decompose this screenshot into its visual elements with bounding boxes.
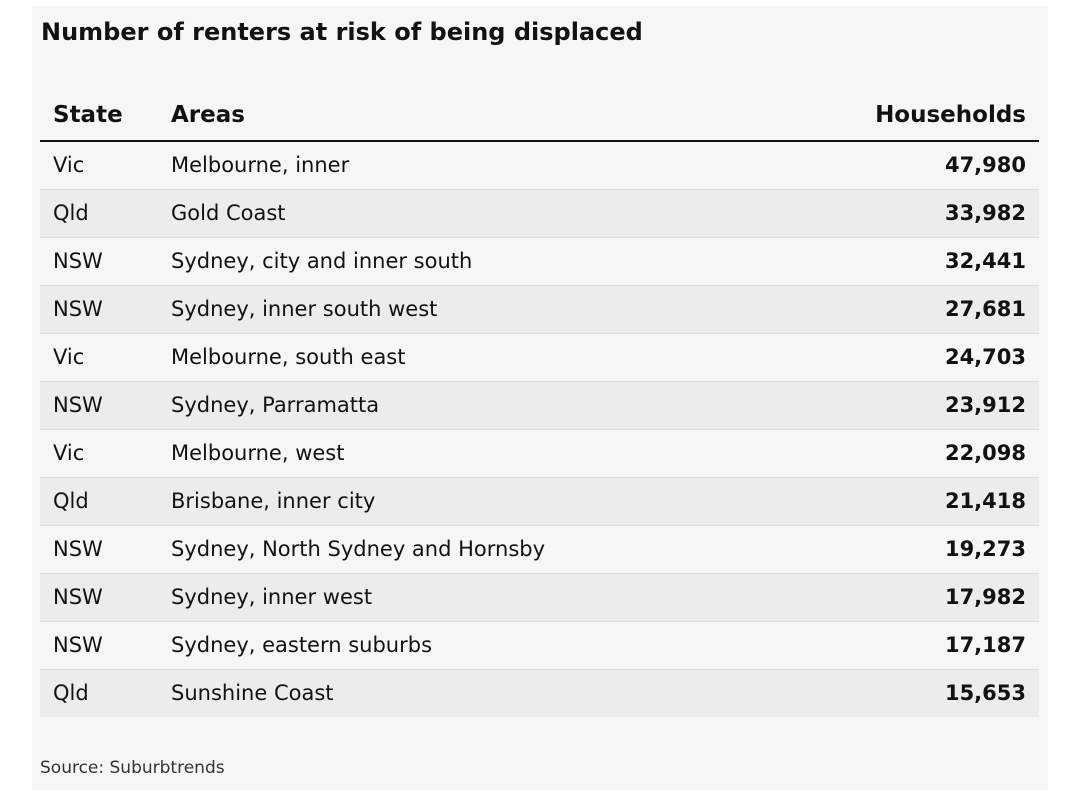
table-row: Vic Melbourne, south east 24,703 [40, 332, 1039, 381]
cell-state: NSW [40, 284, 158, 333]
cell-area: Sydney, inner south west [158, 284, 758, 333]
table-row: NSW Sydney, inner west 17,982 [40, 572, 1039, 621]
column-header-households: Households [758, 90, 1039, 142]
table-row: NSW Sydney, inner south west 27,681 [40, 284, 1039, 333]
cell-state: Qld [40, 476, 158, 525]
cell-area: Brisbane, inner city [158, 476, 758, 525]
table-row: NSW Sydney, Parramatta 23,912 [40, 380, 1039, 429]
cell-households: 32,441 [758, 236, 1039, 285]
cell-households: 47,980 [758, 141, 1039, 189]
cell-state: NSW [40, 572, 158, 621]
cell-area: Sydney, city and inner south [158, 236, 758, 285]
source-note: Source: Suburbtrends [40, 758, 225, 778]
cell-state: NSW [40, 620, 158, 669]
table-header-row: State Areas Households [40, 90, 1039, 142]
table-body: Vic Melbourne, inner 47,980 Qld Gold Coast 33… [40, 141, 1039, 717]
cell-state: NSW [40, 236, 158, 285]
table-row: Qld Sunshine Coast 15,653 [40, 668, 1039, 717]
table-title: Number of renters at risk of being displ… [41, 18, 643, 46]
table-row: Qld Gold Coast 33,982 [40, 188, 1039, 237]
table-row: NSW Sydney, city and inner south 32,441 [40, 236, 1039, 285]
column-header-areas: Areas [158, 90, 758, 142]
cell-households: 15,653 [758, 668, 1039, 717]
cell-area: Sydney, eastern suburbs [158, 620, 758, 669]
cell-households: 24,703 [758, 332, 1039, 381]
cell-state: Vic [40, 332, 158, 381]
table-row: Qld Brisbane, inner city 21,418 [40, 476, 1039, 525]
cell-state: Vic [40, 141, 158, 189]
cell-households: 21,418 [758, 476, 1039, 525]
table-row: NSW Sydney, eastern suburbs 17,187 [40, 620, 1039, 669]
cell-households: 17,187 [758, 620, 1039, 669]
cell-area: Sydney, North Sydney and Hornsby [158, 524, 758, 573]
cell-households: 19,273 [758, 524, 1039, 573]
cell-area: Sunshine Coast [158, 668, 758, 717]
cell-households: 33,982 [758, 188, 1039, 237]
cell-state: Qld [40, 188, 158, 237]
cell-state: Vic [40, 428, 158, 477]
table-row: NSW Sydney, North Sydney and Hornsby 19,27… [40, 524, 1039, 573]
cell-area: Melbourne, south east [158, 332, 758, 381]
table-row: Vic Melbourne, west 22,098 [40, 428, 1039, 477]
cell-area: Melbourne, inner [158, 141, 758, 189]
cell-area: Sydney, Parramatta [158, 380, 758, 429]
renters-table: State Areas Households Vic Melbourne, inn… [40, 90, 1039, 717]
cell-area: Sydney, inner west [158, 572, 758, 621]
table-card: Number of renters at risk of being displ… [32, 6, 1048, 790]
cell-area: Melbourne, west [158, 428, 758, 477]
cell-households: 23,912 [758, 380, 1039, 429]
cell-state: Qld [40, 668, 158, 717]
cell-households: 27,681 [758, 284, 1039, 333]
cell-state: NSW [40, 524, 158, 573]
column-header-state: State [40, 90, 158, 142]
cell-households: 22,098 [758, 428, 1039, 477]
cell-state: NSW [40, 380, 158, 429]
cell-area: Gold Coast [158, 188, 758, 237]
table-row: Vic Melbourne, inner 47,980 [40, 141, 1039, 189]
cell-households: 17,982 [758, 572, 1039, 621]
